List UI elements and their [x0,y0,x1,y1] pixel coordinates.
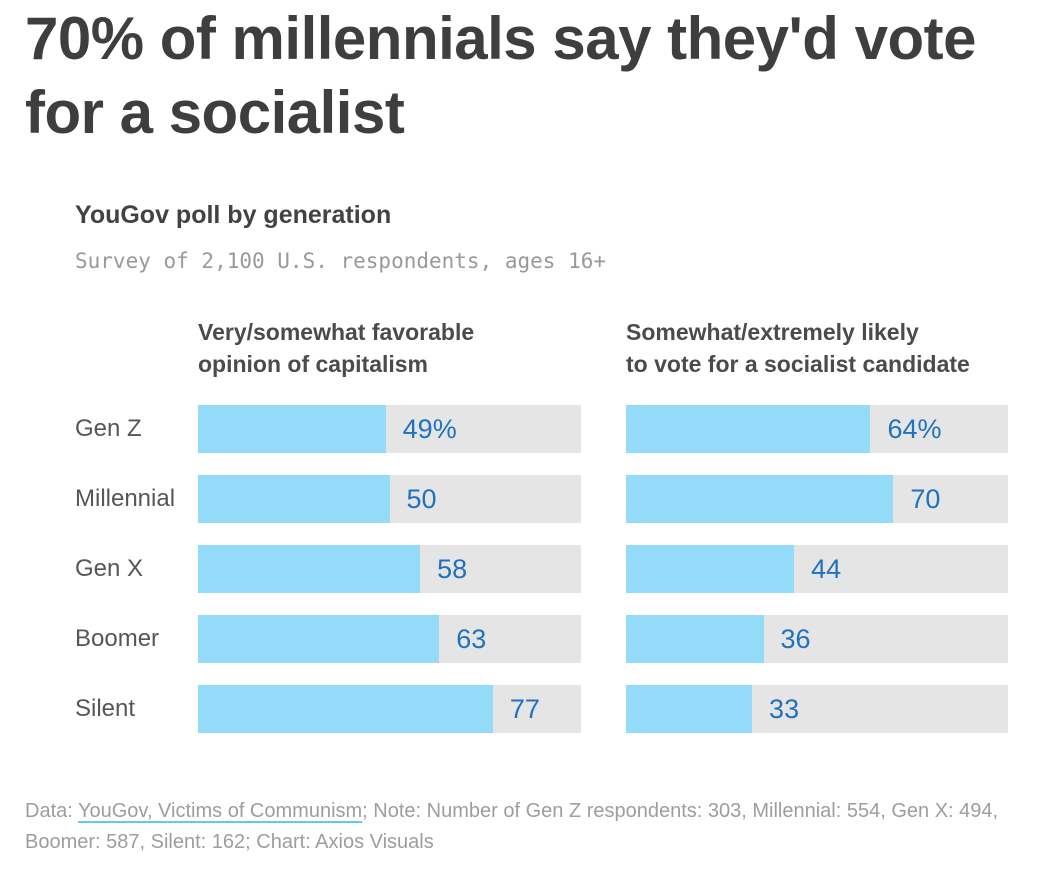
column-header-socialist-line1: Somewhat/extremely likely [626,319,919,345]
bar-track-socialist-gen-z: 64% [626,405,1008,453]
bar-fill-socialist-millennial [626,475,894,523]
bar-value-capitalism-silent: 77 [509,693,540,724]
bar-chart: Gen Z 49% 64% Millennial 50 70 Gen X 58 … [75,405,1008,733]
row-label-silent: Silent [75,695,136,722]
bar-fill-capitalism-silent [198,685,493,733]
survey-note: Survey of 2,100 U.S. respondents, ages 1… [75,249,607,273]
bar-value-capitalism-millennial: 50 [406,483,437,514]
bar-fill-capitalism-gen-x [198,545,421,593]
bar-track-socialist-boomer: 36 [626,615,1008,663]
row-label-gen-z: Gen Z [75,415,142,442]
bar-track-capitalism-boomer: 63 [198,615,581,663]
row-label-boomer: Boomer [75,625,160,652]
bar-fill-capitalism-gen-z [198,405,386,453]
footer-note-suffix: ; Note: Number of Gen Z respondents: 303… [25,800,999,853]
column-header-capitalism-line1: Very/somewhat favorable [198,319,475,345]
row-label-millennial: Millennial [75,485,176,512]
chart-row-silent: Silent 77 33 [75,685,1008,733]
bar-value-capitalism-gen-z: 49% [402,413,457,444]
bar-value-socialist-gen-x: 44 [811,553,842,584]
bar-fill-capitalism-millennial [198,475,390,523]
bar-fill-socialist-silent [626,685,753,733]
footer-note: Data: YouGov, Victims of Communism; Note… [25,796,1015,858]
column-header-socialist: Somewhat/extremely likely to vote for a … [626,316,1036,380]
chart-row-gen-z: Gen Z 49% 64% [75,405,1008,453]
footer-data-prefix: Data: [25,800,78,822]
chart-row-gen-x: Gen X 58 44 [75,545,1008,593]
bar-track-socialist-silent: 33 [626,685,1008,733]
bar-value-socialist-boomer: 36 [780,623,811,654]
bar-value-socialist-gen-z: 64% [887,413,942,444]
bar-fill-socialist-gen-x [626,545,795,593]
chart-row-boomer: Boomer 63 36 [75,615,1008,663]
bar-track-socialist-millennial: 70 [626,475,1008,523]
bar-value-capitalism-boomer: 63 [456,623,487,654]
bar-track-capitalism-silent: 77 [198,685,581,733]
row-label-gen-x: Gen X [75,555,144,582]
chart-subtitle: YouGov poll by generation [75,201,392,229]
bar-track-socialist-gen-x: 44 [626,545,1008,593]
bar-track-capitalism-millennial: 50 [198,475,581,523]
page-title: 70% of millennials say they'd vote for a… [25,5,976,146]
bar-track-capitalism-gen-z: 49% [198,405,581,453]
bar-fill-socialist-gen-z [626,405,871,453]
column-header-capitalism-line2: opinion of capitalism [198,351,429,377]
bar-fill-socialist-boomer [626,615,764,663]
bar-value-socialist-silent: 33 [769,693,800,724]
bar-track-capitalism-gen-x: 58 [198,545,581,593]
data-source-link[interactable]: YouGov, Victims of Communism [78,800,363,822]
bar-value-socialist-millennial: 70 [910,483,941,514]
column-header-capitalism: Very/somewhat favorable opinion of capit… [198,316,598,380]
chart-row-millennial: Millennial 50 70 [75,475,1008,523]
bar-fill-capitalism-boomer [198,615,440,663]
bar-value-capitalism-gen-x: 58 [437,553,468,584]
column-header-socialist-line2: to vote for a socialist candidate [626,351,970,377]
